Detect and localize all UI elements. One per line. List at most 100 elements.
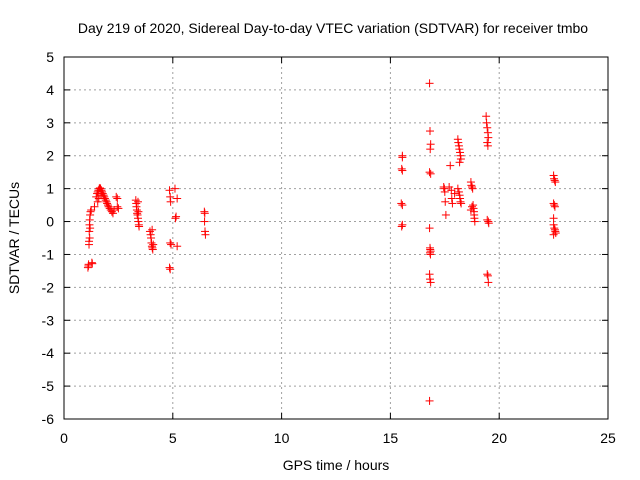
data-point bbox=[482, 118, 491, 127]
data-point bbox=[85, 237, 94, 246]
data-point bbox=[173, 194, 182, 203]
data-point bbox=[166, 265, 175, 274]
x-tick-label: 25 bbox=[600, 430, 616, 446]
x-tick-label: 10 bbox=[274, 430, 290, 446]
data-point bbox=[483, 215, 492, 224]
data-point bbox=[549, 199, 558, 208]
data-point bbox=[103, 199, 112, 208]
data-point bbox=[455, 158, 464, 167]
data-point bbox=[100, 192, 109, 201]
data-point bbox=[441, 210, 450, 219]
data-point bbox=[110, 206, 119, 215]
y-tick-label: 3 bbox=[46, 115, 54, 131]
data-point bbox=[103, 201, 112, 210]
data-point bbox=[550, 174, 559, 183]
y-tick-label: 5 bbox=[46, 49, 54, 65]
data-point bbox=[457, 199, 466, 208]
data-point bbox=[447, 194, 456, 203]
x-tick-label: 5 bbox=[169, 430, 177, 446]
data-point bbox=[148, 225, 157, 234]
data-point bbox=[108, 209, 117, 218]
data-point bbox=[426, 169, 435, 178]
data-point bbox=[550, 202, 559, 211]
data-point bbox=[483, 123, 492, 132]
data-point bbox=[455, 145, 464, 154]
data-point bbox=[550, 201, 559, 210]
grid-lines bbox=[64, 57, 608, 419]
y-tick-label: -5 bbox=[42, 378, 55, 394]
data-point bbox=[549, 230, 558, 239]
data-point bbox=[165, 263, 174, 272]
data-point bbox=[397, 164, 406, 173]
data-point bbox=[425, 224, 434, 233]
y-tick-labels: -6 -5 -4 -3 -2 -1 0 1 2 3 4 5 bbox=[42, 49, 55, 427]
data-point bbox=[398, 201, 407, 210]
data-point bbox=[200, 209, 209, 218]
x-tick-label: 0 bbox=[60, 430, 68, 446]
data-point bbox=[102, 197, 111, 206]
data-point bbox=[466, 206, 475, 215]
data-point bbox=[133, 197, 142, 206]
data-point bbox=[86, 224, 95, 233]
data-point bbox=[483, 138, 492, 147]
data-point bbox=[98, 189, 107, 198]
data-point bbox=[101, 196, 110, 205]
data-point bbox=[425, 168, 434, 177]
data-point bbox=[484, 219, 493, 228]
data-point bbox=[397, 199, 406, 208]
data-point bbox=[113, 202, 122, 211]
data-point bbox=[166, 238, 175, 247]
data-point bbox=[446, 161, 455, 170]
y-tick-label: -6 bbox=[42, 411, 55, 427]
data-point bbox=[397, 222, 406, 231]
data-point bbox=[93, 197, 102, 206]
data-point bbox=[447, 186, 456, 195]
y-tick-label: 4 bbox=[46, 82, 54, 98]
y-tick-label: 2 bbox=[46, 148, 54, 164]
data-point bbox=[84, 260, 93, 269]
data-point bbox=[456, 197, 465, 206]
x-tick-label: 20 bbox=[491, 430, 507, 446]
axis-ticks bbox=[63, 56, 609, 420]
data-point bbox=[425, 396, 434, 405]
data-point bbox=[483, 141, 492, 150]
x-tick-label: 15 bbox=[383, 430, 399, 446]
data-point bbox=[468, 182, 476, 191]
data-point bbox=[172, 212, 181, 221]
data-point bbox=[171, 214, 180, 223]
y-tick-label: 0 bbox=[46, 214, 54, 230]
data-point bbox=[135, 222, 144, 231]
data-point bbox=[173, 242, 182, 251]
data-point bbox=[170, 184, 179, 193]
data-point bbox=[448, 199, 457, 208]
y-tick-label: -3 bbox=[42, 312, 55, 328]
data-point bbox=[112, 192, 121, 201]
data-point bbox=[96, 191, 105, 200]
data-point bbox=[88, 259, 97, 268]
data-point bbox=[450, 189, 459, 198]
data-points bbox=[83, 79, 560, 405]
data-point bbox=[441, 197, 450, 206]
data-point bbox=[426, 275, 435, 284]
data-point bbox=[426, 278, 435, 287]
data-point bbox=[87, 206, 96, 215]
data-point bbox=[454, 138, 463, 147]
data-point bbox=[468, 202, 476, 211]
data-point bbox=[551, 178, 560, 187]
y-tick-label: -1 bbox=[42, 246, 55, 262]
data-point bbox=[398, 166, 407, 175]
y-tick-label: 1 bbox=[46, 181, 54, 197]
x-axis-title: GPS time / hours bbox=[283, 457, 390, 473]
data-point bbox=[468, 184, 477, 193]
data-point bbox=[456, 155, 465, 164]
data-point bbox=[470, 217, 479, 226]
data-point bbox=[114, 204, 123, 213]
data-point bbox=[454, 187, 463, 196]
data-point bbox=[467, 181, 476, 190]
data-point bbox=[550, 224, 559, 233]
data-point bbox=[484, 133, 493, 142]
data-point bbox=[398, 220, 407, 229]
data-point bbox=[426, 127, 435, 136]
data-point bbox=[550, 176, 559, 185]
